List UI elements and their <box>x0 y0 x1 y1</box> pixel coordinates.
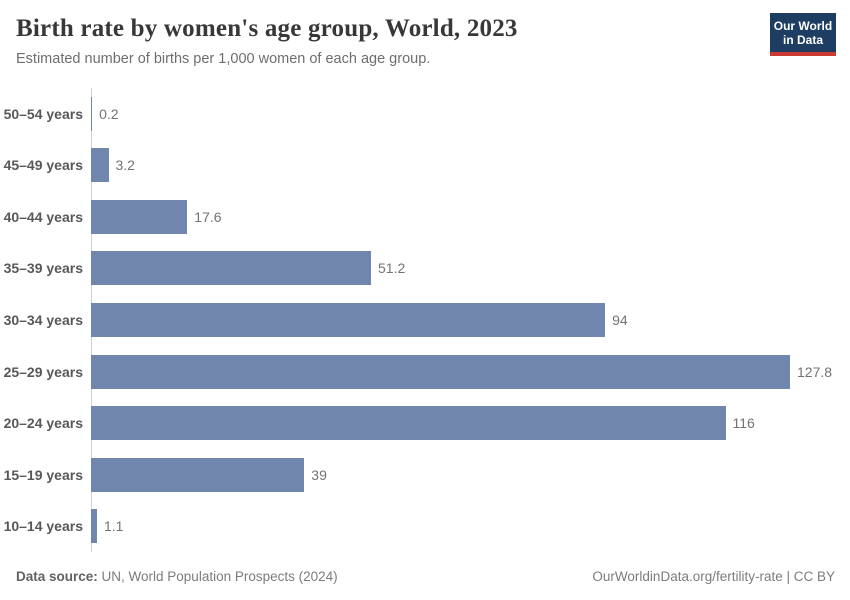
bar-row: 20–24 years 116 <box>0 397 835 449</box>
owid-logo-line2: in Data <box>782 33 823 48</box>
bar-chart: 50–54 years 0.2 45–49 years 3.2 40–44 years 1… <box>0 88 835 552</box>
data-source: Data source: UN, World Population Prospe… <box>16 569 338 584</box>
category-label: 45–49 years <box>3 157 83 174</box>
bar-track: 17.6 <box>91 199 835 234</box>
bar-track: 51.2 <box>91 251 835 286</box>
value-label: 94 <box>612 312 628 329</box>
value-label: 17.6 <box>194 208 222 225</box>
value-label: 1.1 <box>104 518 124 535</box>
bar-track: 1.1 <box>91 509 835 544</box>
bar[interactable] <box>91 251 371 286</box>
category-label: 35–39 years <box>3 260 83 277</box>
category-label: 15–19 years <box>3 466 83 483</box>
data-source-label: Data source: <box>16 569 98 584</box>
category-label: 40–44 years <box>3 208 83 225</box>
value-label: 51.2 <box>378 260 406 277</box>
owid-logo[interactable]: Our World in Data <box>770 13 836 57</box>
bar-track: 39 <box>91 457 835 492</box>
chart-header: Birth rate by women's age group, World, … <box>16 15 760 67</box>
value-label: 0.2 <box>99 105 119 122</box>
chart-footer: Data source: UN, World Population Prospe… <box>16 569 835 584</box>
bar-track: 127.8 <box>91 354 835 389</box>
bar[interactable] <box>91 457 305 492</box>
bar[interactable] <box>91 199 188 234</box>
bar[interactable] <box>91 96 93 131</box>
value-label: 39 <box>311 466 327 483</box>
category-label: 10–14 years <box>3 518 83 535</box>
category-label: 25–29 years <box>3 363 83 380</box>
bar-track: 0.2 <box>91 96 835 131</box>
category-label: 50–54 years <box>3 105 83 122</box>
bar-track: 116 <box>91 406 835 441</box>
bar-track: 3.2 <box>91 148 835 183</box>
bar-row: 25–29 years 127.8 <box>0 346 835 398</box>
bar-row: 10–14 years 1.1 <box>0 501 835 553</box>
bar[interactable] <box>91 303 606 338</box>
owid-logo-line1: Our World <box>773 19 833 33</box>
attribution[interactable]: OurWorldinData.org/fertility-rate | CC B… <box>592 569 835 584</box>
value-label: 127.8 <box>797 363 833 380</box>
bar-row: 50–54 years 0.2 <box>0 88 835 140</box>
value-label: 3.2 <box>115 157 135 174</box>
bar-row: 30–34 years 94 <box>0 294 835 346</box>
bar-row: 15–19 years 39 <box>0 449 835 501</box>
value-label: 116 <box>732 415 755 432</box>
bar-row: 40–44 years 17.6 <box>0 191 835 243</box>
bar-track: 94 <box>91 303 835 338</box>
category-label: 20–24 years <box>3 415 83 432</box>
data-source-text: UN, World Population Prospects (2024) <box>97 569 338 584</box>
bar-row: 35–39 years 51.2 <box>0 243 835 295</box>
bar[interactable] <box>91 354 790 389</box>
bar[interactable] <box>91 406 726 441</box>
chart-title: Birth rate by women's age group, World, … <box>16 15 518 42</box>
bar-row: 45–49 years 3.2 <box>0 140 835 192</box>
chart-subtitle: Estimated number of births per 1,000 wom… <box>16 51 431 67</box>
bar[interactable] <box>91 509 97 544</box>
category-label: 30–34 years <box>3 312 83 329</box>
bar[interactable] <box>91 148 109 183</box>
